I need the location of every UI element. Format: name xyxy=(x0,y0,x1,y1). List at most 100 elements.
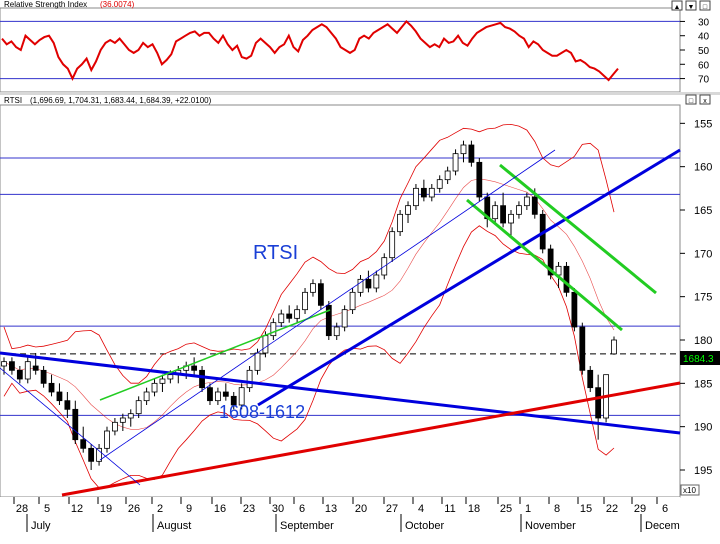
candle-body xyxy=(476,161,483,198)
price-maximize-button[interactable] xyxy=(685,94,697,105)
candle-body xyxy=(310,283,316,293)
candle-body xyxy=(104,430,110,449)
x-day-label: 25 xyxy=(500,503,512,515)
candle-body xyxy=(389,231,396,259)
candle-body xyxy=(595,387,602,419)
candle-body xyxy=(80,439,87,449)
x-day-label: 23 xyxy=(243,503,255,515)
candle-body xyxy=(302,291,308,311)
x-day-label: 4 xyxy=(418,503,424,515)
rsi-value: (36.0074) xyxy=(100,0,135,9)
bollinger-mid-line xyxy=(3,178,615,430)
candle-body xyxy=(64,400,71,410)
axis-multiplier: x10 xyxy=(683,486,696,495)
x-day-label: 16 xyxy=(214,503,226,515)
candle-body xyxy=(571,291,578,328)
candle-body xyxy=(579,326,586,371)
candle-body xyxy=(286,313,293,319)
horizontal-levels xyxy=(0,157,680,416)
x-day-label: 15 xyxy=(580,503,592,515)
rsi-series xyxy=(1,19,619,82)
price-close-button[interactable] xyxy=(699,94,711,105)
candle-body xyxy=(317,283,324,306)
candle-body xyxy=(325,304,332,337)
x-day-label: 1 xyxy=(525,503,531,515)
rsi-tick-label: 70 xyxy=(698,75,710,86)
price-maximize-icon: □ xyxy=(689,98,694,105)
price-title: RTSI xyxy=(4,96,22,105)
price-window-buttons: □ x xyxy=(685,94,711,105)
candle-body xyxy=(143,391,150,402)
annotation-zone: 1608-1612 xyxy=(219,402,305,422)
candle-body xyxy=(24,361,31,380)
candle-body xyxy=(397,213,404,233)
candle-body xyxy=(32,365,39,371)
x-day-label: 6 xyxy=(662,503,668,515)
candle-body xyxy=(500,205,506,224)
rsi-tick-label: 60 xyxy=(698,60,710,71)
price-tick-label: 195 xyxy=(694,465,712,477)
price-tick-label: 160 xyxy=(694,162,712,174)
candle-body xyxy=(587,369,594,389)
price-tick-label: 170 xyxy=(694,248,712,260)
last-price-label: 1684.3 xyxy=(683,354,714,365)
x-day-label: 8 xyxy=(554,503,560,515)
x-day-label: 29 xyxy=(634,503,646,515)
candle-body xyxy=(611,339,617,355)
candle-body xyxy=(278,313,285,324)
x-day-label: 28 xyxy=(16,503,28,515)
rsi-maximize-button[interactable] xyxy=(699,0,711,11)
candle-body xyxy=(444,170,451,181)
rsi-scroll-down-icon: ▼ xyxy=(688,4,695,11)
candle-body xyxy=(333,326,340,337)
rsi-window-buttons: ▲ ▼ □ xyxy=(671,0,711,11)
candle-body xyxy=(523,196,530,207)
x-day-label: 20 xyxy=(355,503,367,515)
candle-body xyxy=(159,378,166,384)
candle-body xyxy=(468,144,475,163)
price-tick-label: 155 xyxy=(694,118,712,130)
trendline-thin-blue xyxy=(99,149,556,461)
candle-body xyxy=(222,391,229,397)
candle-body xyxy=(72,408,79,441)
price-y-axis: 195 190 185 180 175 170 165 160 155 xyxy=(680,118,712,477)
candle-body xyxy=(452,153,459,172)
candle-body xyxy=(365,278,372,289)
rsi-reference-lines xyxy=(0,20,680,80)
candle-body xyxy=(357,278,364,293)
x-day-label: 18 xyxy=(468,503,480,515)
rsi-scroll-down-button[interactable] xyxy=(685,0,697,11)
candle-body xyxy=(413,187,419,207)
x-day-label: 5 xyxy=(44,503,50,515)
candle-body xyxy=(547,248,554,276)
scroll-area xyxy=(0,534,720,544)
price-close-icon: x xyxy=(703,98,707,105)
x-day-label: 22 xyxy=(606,503,618,515)
candle-body xyxy=(341,309,348,328)
candle-body xyxy=(207,387,213,402)
channel-green-lower xyxy=(466,198,623,332)
candle-body xyxy=(460,144,467,155)
rsi-line xyxy=(1,19,619,82)
price-plot-area xyxy=(0,104,681,498)
candle-body xyxy=(420,187,427,198)
annotation-rtsi: RTSI xyxy=(253,242,298,264)
candle-body xyxy=(531,196,538,215)
candle-body xyxy=(9,361,15,371)
candle-body xyxy=(48,382,55,393)
trendlines xyxy=(0,148,681,497)
price-tick-label: 180 xyxy=(694,335,712,347)
candle-body xyxy=(40,369,47,384)
x-day-label: 26 xyxy=(128,503,140,515)
candle-body xyxy=(1,361,7,367)
rsi-scroll-up-button[interactable] xyxy=(671,0,683,11)
panel-separator xyxy=(0,92,720,95)
bollinger-band-line xyxy=(3,123,615,384)
rsi-tick-label: 40 xyxy=(698,32,710,43)
x-day-label: 13 xyxy=(325,503,337,515)
rsi-title: Relative Strength Index xyxy=(4,0,87,9)
x-day-label: 11 xyxy=(444,503,455,515)
candle-body xyxy=(56,391,63,402)
candle-body xyxy=(199,369,205,389)
